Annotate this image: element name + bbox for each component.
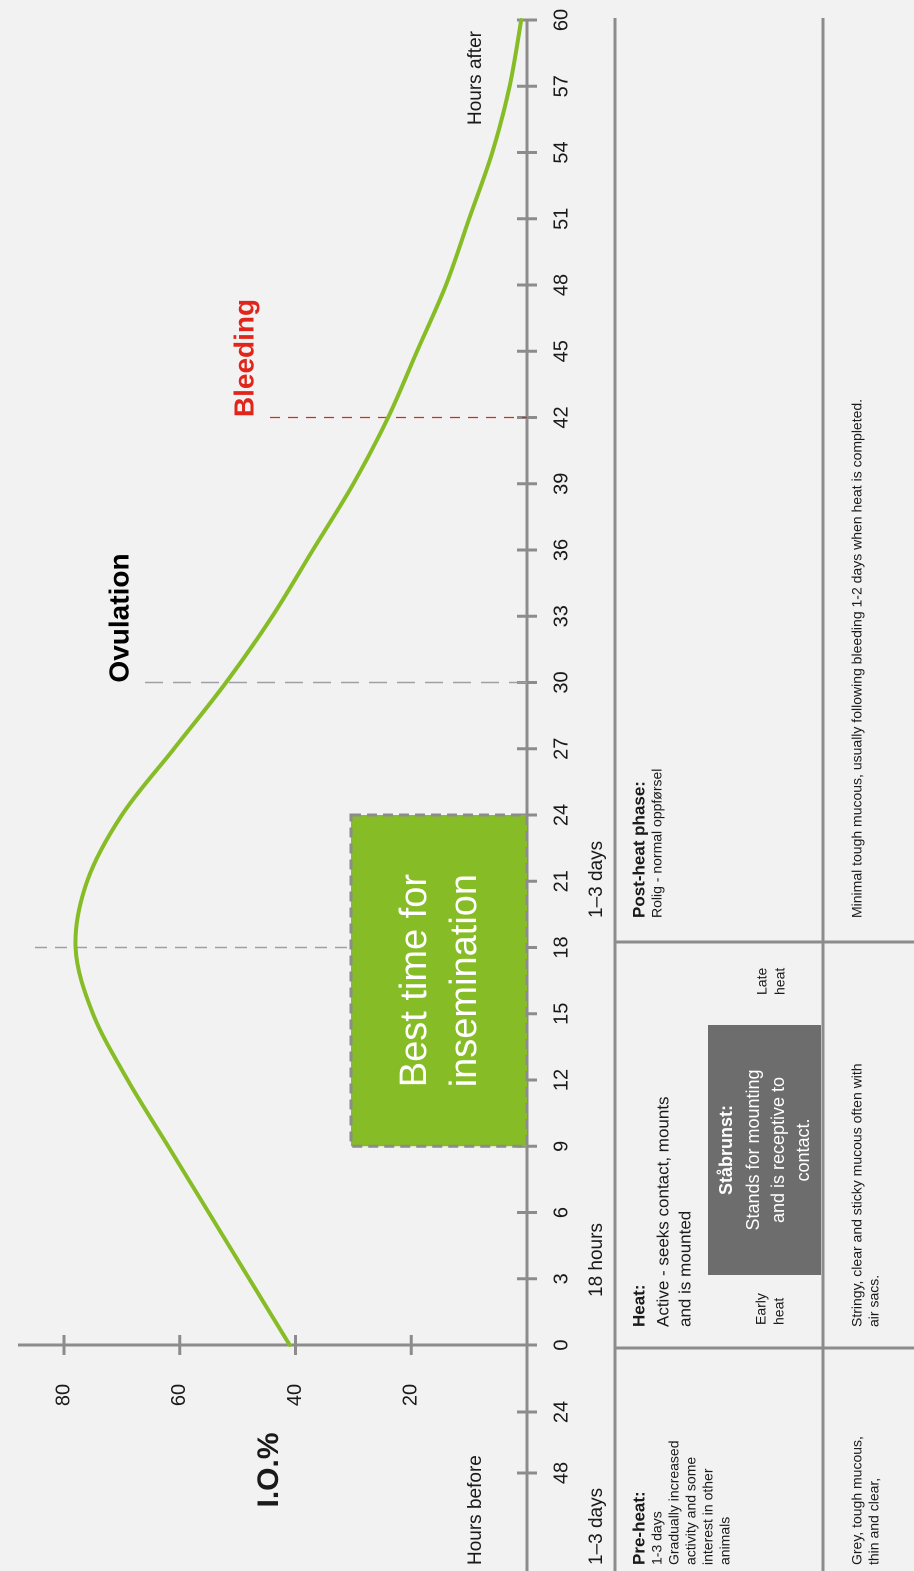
hour-tick-label: 33 xyxy=(550,605,572,627)
mucus-preheat: Grey, tough mucous, xyxy=(849,1436,865,1565)
mucus-heat: Stringy, clear and sticky mucous often w… xyxy=(849,1063,865,1327)
hour-tick-label: 21 xyxy=(550,870,572,892)
postheat-line: Rolig - normal oppførsel xyxy=(649,769,665,918)
hour-tick-label: 0 xyxy=(550,1339,572,1350)
standing-heat-line: contact. xyxy=(793,1118,813,1181)
hour-tick-label: 3 xyxy=(550,1273,572,1284)
early-heat-label: Early xyxy=(753,1293,769,1325)
io-tick-label: 80 xyxy=(52,1384,74,1406)
hour-tick-label: 6 xyxy=(550,1207,572,1218)
hour-tick-label: 27 xyxy=(550,738,572,760)
io-tick-label: 60 xyxy=(168,1384,190,1406)
standing-heat-line: and is receptive to xyxy=(768,1077,788,1223)
standing-heat-box xyxy=(708,1025,821,1275)
hours-before-label: Hours before xyxy=(465,1455,486,1565)
postheat-title: Post-heat phase: xyxy=(629,781,648,918)
best-time-label-line1: Best time for xyxy=(393,874,435,1088)
duration-postheat: 1–3 days xyxy=(586,841,607,918)
heat-title: Heat: xyxy=(629,1284,648,1327)
heat-line: Active - seeks contact, mounts xyxy=(653,1096,672,1327)
best-time-box xyxy=(349,813,529,1148)
hour-tick-label: 9 xyxy=(550,1141,572,1152)
duration-heat: 18 hours xyxy=(586,1223,607,1297)
hour-tick-label: 48 xyxy=(550,274,572,296)
io-axis-title: I.O.% xyxy=(252,1432,285,1507)
hour-tick-label: 15 xyxy=(550,1003,572,1025)
bleeding-label: Bleeding xyxy=(228,299,259,417)
late-heat-label: heat xyxy=(772,968,788,995)
mucus-heat: air sacs. xyxy=(866,1275,882,1327)
hour-tick-label: 60 xyxy=(550,9,572,31)
mucus-preheat: thin and clear, xyxy=(866,1478,882,1565)
hour-tick-label: 51 xyxy=(550,208,572,230)
hour-tick-label: 39 xyxy=(550,473,572,495)
hour-tick-label: 18 xyxy=(550,936,572,958)
heat-line: and is mounted xyxy=(675,1211,694,1327)
preheat-line: animals xyxy=(717,1517,733,1565)
hour-tick-label: 24 xyxy=(550,804,572,826)
early-heat-label: heat xyxy=(771,1298,787,1325)
hours-after-label: Hours after xyxy=(465,30,486,125)
hour-before-tick-label: 48 xyxy=(550,1462,572,1484)
best-time-label-line2: insemination xyxy=(443,874,485,1087)
duration-preheat: 1–3 days xyxy=(586,1488,607,1565)
ovulation-label: Ovulation xyxy=(103,553,134,682)
io-curve xyxy=(73,18,524,1347)
hour-tick-label: 57 xyxy=(550,75,572,97)
hour-tick-label: 36 xyxy=(550,539,572,561)
hour-tick-label: 45 xyxy=(550,340,572,362)
hour-before-tick-label: 24 xyxy=(550,1401,572,1423)
preheat-line: interest in other xyxy=(700,1468,716,1565)
preheat-line: 1-3 days xyxy=(649,1511,665,1565)
standing-heat-line: Stands for mounting xyxy=(743,1069,763,1230)
preheat-title: Pre-heat: xyxy=(629,1491,648,1565)
hour-tick-label: 30 xyxy=(550,671,572,693)
hour-tick-label: 54 xyxy=(550,141,572,163)
preheat-line: activity and some xyxy=(683,1457,699,1565)
io-tick-label: 20 xyxy=(400,1384,422,1406)
standing-heat-title: Ståbrunst: xyxy=(716,1105,736,1195)
late-heat-label: Late xyxy=(754,968,770,995)
preheat-line: Gradually increased xyxy=(666,1440,682,1565)
hour-tick-label: 42 xyxy=(550,406,572,428)
io-tick-label: 40 xyxy=(284,1384,306,1406)
hour-tick-label: 12 xyxy=(550,1069,572,1091)
mucus-postheat: Minimal tough mucous, usually following … xyxy=(849,399,865,918)
